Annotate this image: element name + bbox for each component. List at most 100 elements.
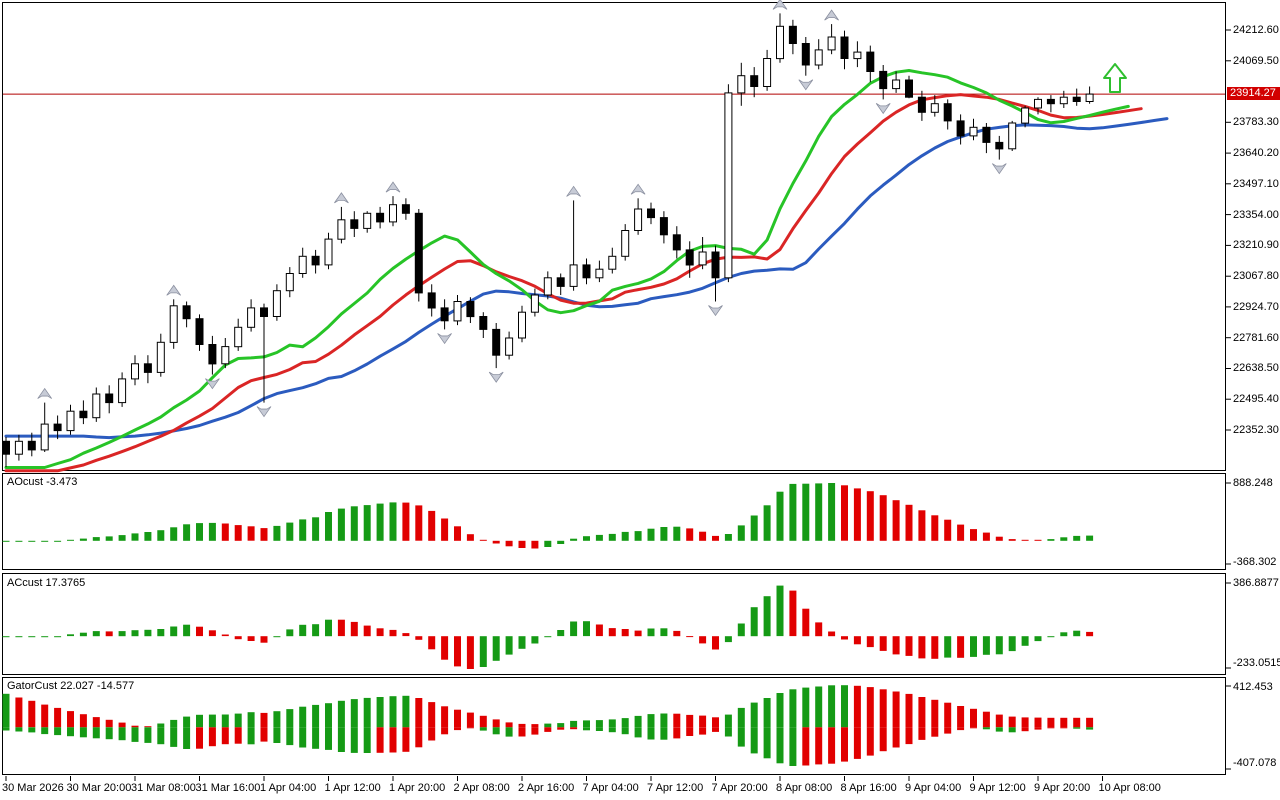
histogram-bar — [892, 691, 900, 728]
indicator-axis-label: -368.302 — [1233, 556, 1277, 568]
histogram-bar — [144, 726, 152, 728]
fractal-up-icon — [824, 9, 839, 21]
histogram-bar — [1086, 535, 1094, 541]
histogram-bar — [595, 727, 603, 731]
histogram-bar — [931, 515, 939, 541]
histogram-bar — [995, 536, 1003, 541]
candle-body — [879, 70, 888, 90]
candle-body — [350, 219, 359, 229]
price-axis-label: 23210.90 — [1233, 239, 1279, 252]
histogram-bar — [273, 711, 281, 728]
candle-body — [79, 410, 88, 419]
candle-body — [788, 25, 797, 44]
candle-body — [763, 58, 772, 87]
histogram-bar — [2, 727, 10, 731]
indicator-axis-label: 386.8877 — [1233, 577, 1279, 589]
candle-body — [866, 51, 875, 72]
histogram-bar — [260, 712, 268, 728]
candle-body — [1008, 122, 1017, 150]
histogram-bar — [518, 540, 526, 548]
time-axis-label: 1 Apr 12:00 — [324, 782, 381, 794]
histogram-bar — [350, 621, 358, 637]
histogram-bar — [415, 505, 423, 541]
histogram-bar — [686, 714, 694, 728]
histogram-bar — [79, 714, 87, 728]
time-axis-label: 8 Apr 08:00 — [776, 782, 833, 794]
histogram-bar — [544, 540, 552, 547]
histogram-bar — [196, 714, 203, 728]
histogram-bar — [595, 534, 603, 541]
histogram-bar — [1060, 537, 1068, 541]
panel-border — [2, 573, 1226, 675]
candle-body — [1059, 96, 1068, 105]
histogram-bar — [389, 629, 397, 637]
histogram-bar — [118, 631, 126, 637]
candle-body — [40, 423, 49, 451]
histogram-bar — [428, 727, 436, 741]
histogram-bar — [41, 727, 49, 735]
histogram-bar — [982, 711, 990, 728]
candle-body — [105, 393, 114, 404]
histogram-bar — [454, 636, 461, 667]
gator-upper-histogram — [2, 685, 1094, 728]
histogram-bar — [660, 527, 668, 541]
histogram-bar — [402, 633, 410, 637]
histogram-bar — [570, 720, 578, 728]
price-axis[interactable] — [1226, 0, 1280, 775]
candle-body — [530, 294, 539, 313]
histogram-bar — [1047, 717, 1055, 728]
time-axis-label: 7 Apr 04:00 — [582, 782, 639, 794]
fractal-down-icon — [205, 378, 220, 390]
histogram-bar — [583, 621, 590, 637]
candle-body — [827, 36, 836, 51]
histogram-bar — [918, 510, 926, 541]
histogram-bar — [892, 727, 900, 748]
candle-body — [853, 51, 862, 60]
candle-body — [711, 251, 720, 279]
indicator-name: AOcust — [7, 476, 44, 488]
histogram-bar — [518, 636, 526, 649]
time-axis-label: 9 Apr 12:00 — [969, 782, 1026, 794]
candle-body — [182, 305, 191, 320]
histogram-bar — [879, 727, 887, 752]
histogram-bar — [363, 697, 371, 728]
histogram-bar — [376, 697, 384, 728]
histogram-bar — [466, 727, 474, 729]
ac-histogram — [2, 585, 1094, 669]
fractal-down-icon — [798, 79, 814, 91]
candle-body — [376, 212, 385, 223]
histogram-bar — [441, 706, 449, 728]
histogram-bar — [686, 528, 694, 541]
histogram-bar — [1008, 636, 1016, 652]
indicator-label-ao: AOcust -3.473 — [7, 476, 77, 489]
candle-body — [311, 255, 320, 266]
histogram-bar — [815, 622, 823, 637]
histogram-bar — [802, 608, 810, 637]
time-axis[interactable] — [0, 775, 1226, 800]
histogram-bar — [724, 534, 732, 541]
histogram-bar — [337, 619, 345, 637]
histogram-bar — [1021, 717, 1029, 728]
histogram-bar — [853, 727, 861, 759]
candle-body — [208, 344, 217, 365]
histogram-bar — [789, 689, 797, 728]
histogram-bar — [724, 727, 732, 737]
candle-body — [505, 337, 514, 356]
histogram-bar — [660, 713, 668, 728]
histogram-bar — [595, 624, 603, 637]
histogram-bar — [634, 531, 642, 541]
histogram-bar — [1008, 727, 1016, 733]
price-axis-label: 23497.10 — [1233, 177, 1279, 190]
histogram-bar — [570, 538, 578, 541]
histogram-bar — [1060, 727, 1068, 729]
histogram-bar — [621, 718, 629, 728]
histogram-bar — [583, 727, 590, 731]
candle-body — [466, 301, 475, 318]
candle-body — [943, 103, 952, 122]
histogram-bar — [608, 719, 616, 728]
histogram-bar — [92, 727, 100, 739]
price-axis-label: 22638.50 — [1233, 362, 1279, 375]
histogram-bar — [234, 713, 242, 728]
histogram-bar — [454, 709, 461, 728]
